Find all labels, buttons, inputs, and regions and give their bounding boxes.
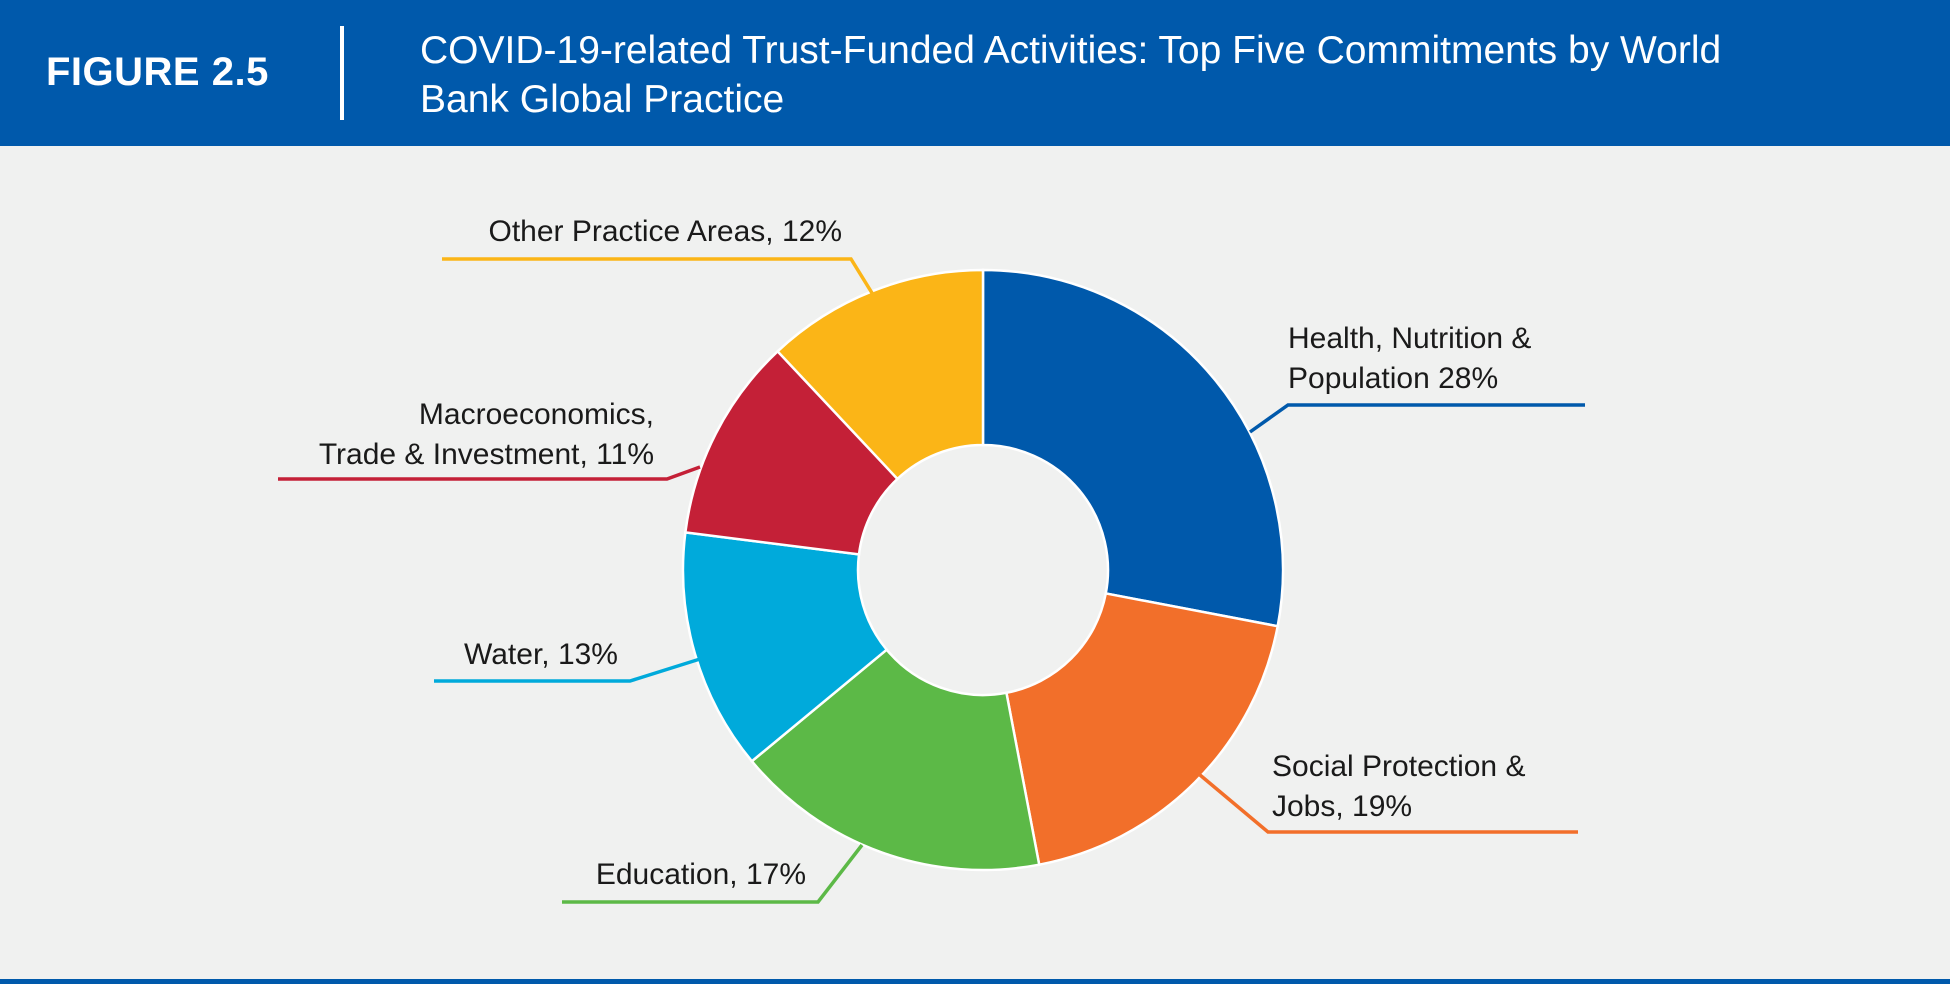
leader-line (442, 257, 874, 294)
chart-title: COVID-19-related Trust-Funded Activities… (420, 29, 1722, 121)
leader-line (1248, 403, 1585, 434)
slice-label: Social Protection & Jobs, 19% (1272, 750, 1525, 823)
header-divider (340, 26, 344, 120)
donut-slice-health-nutrition-population (981, 268, 1285, 628)
leader-line (562, 843, 864, 904)
leader-line (1198, 773, 1578, 834)
donut-slice-macroeconomics-trade-investment (683, 349, 900, 556)
bottom-rule (0, 979, 1950, 984)
figure-number: FIGURE 2.5 (46, 50, 269, 94)
slice-label: Water, 13% (464, 638, 618, 671)
leader-line (278, 465, 701, 481)
slice-label: Macroeconomics, Trade & Investment, 11% (319, 398, 654, 471)
donut-slice-social-protection-jobs (1004, 591, 1280, 867)
donut-slice-education (750, 647, 1041, 872)
donut-slice-other-practice-areas (775, 268, 985, 481)
leader-line (434, 657, 701, 683)
donut-slice-water (681, 531, 889, 763)
slice-label: Education, 17% (596, 858, 806, 891)
slice-label: Health, Nutrition & Population 28% (1288, 322, 1531, 395)
figure-header: FIGURE 2.5 COVID-19-related Trust-Funded… (0, 0, 1950, 146)
slice-label: Other Practice Areas, 12% (489, 215, 843, 248)
